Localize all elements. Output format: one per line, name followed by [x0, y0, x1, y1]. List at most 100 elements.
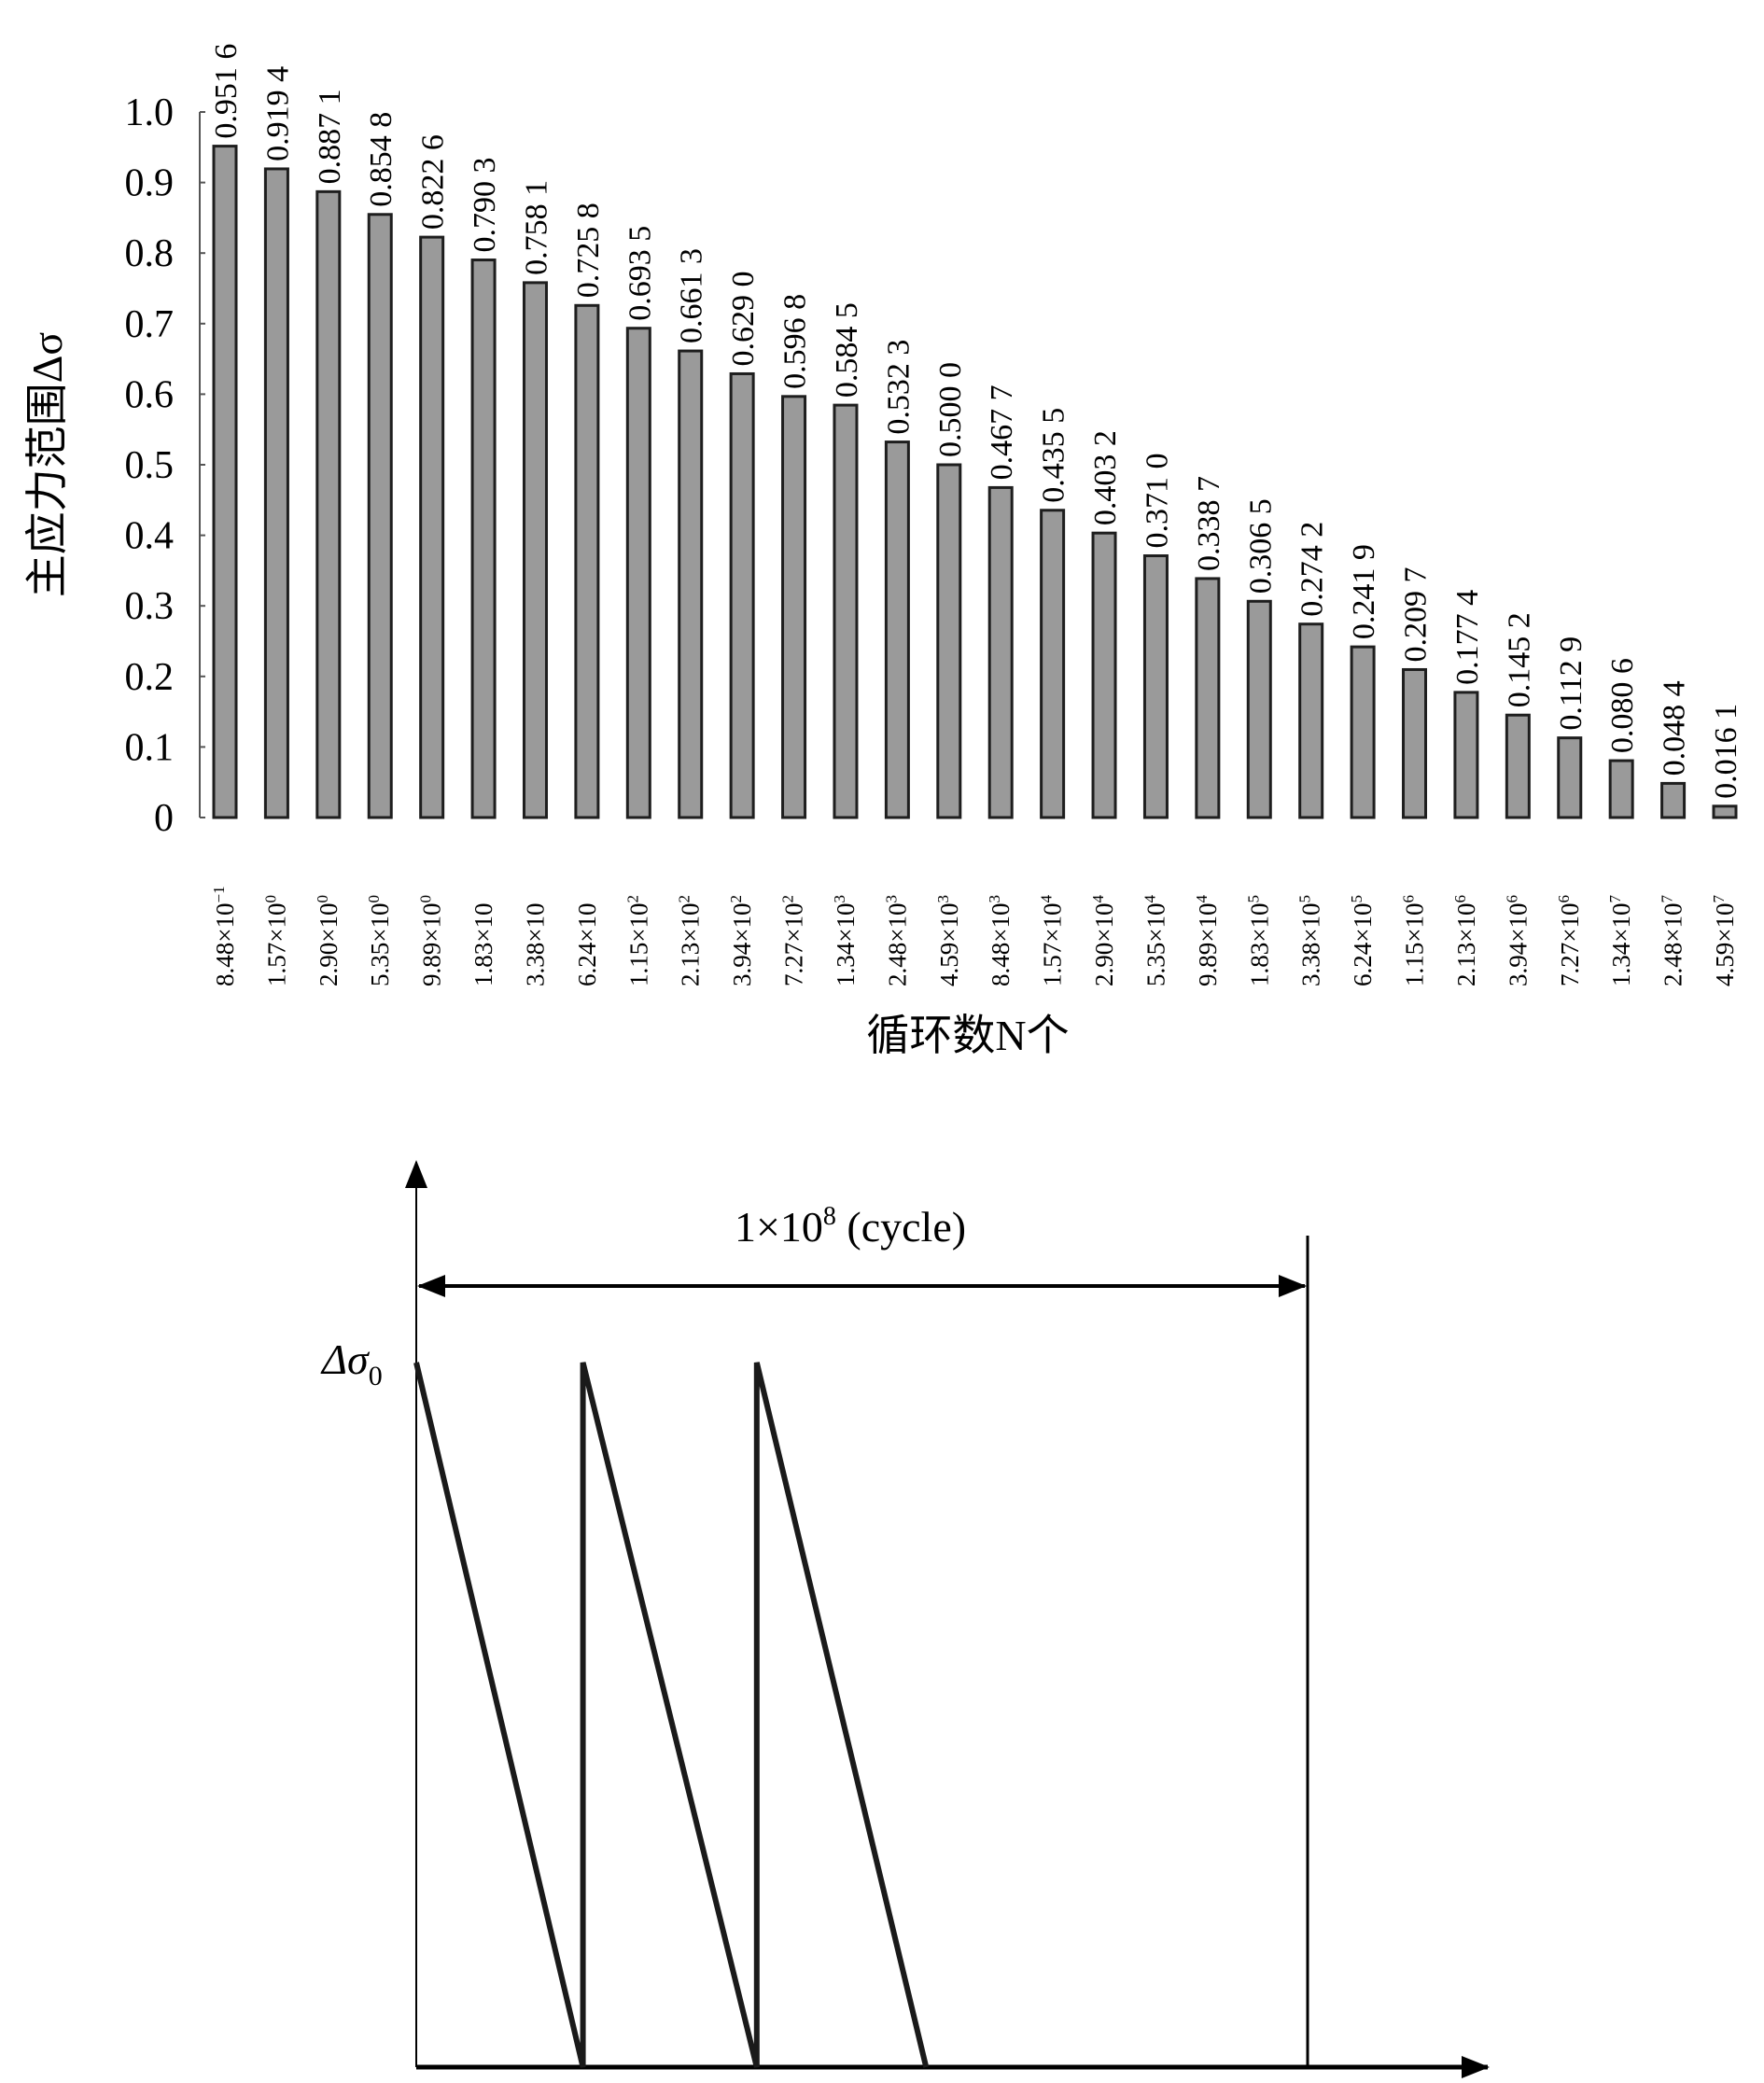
bar-value-label: 0.725 8 — [571, 203, 606, 298]
x-tick-label: 2.13×106 — [1451, 895, 1480, 986]
x-tick-label: 6.24×10 — [573, 903, 601, 986]
y-tick-label: 0.5 — [125, 444, 175, 487]
bar-value-label: 0.790 3 — [468, 158, 502, 253]
bar — [678, 349, 704, 819]
x-tick-label: 7.27×102 — [779, 895, 808, 986]
x-tick-label: 4.59×107 — [1710, 895, 1739, 986]
bar — [1453, 691, 1479, 819]
x-tick-label: 3.38×105 — [1296, 895, 1325, 986]
y-tick-label: 1.0 — [125, 91, 175, 134]
bar-value-label: 0.371 0 — [1140, 454, 1174, 549]
y-tick-label: 0.1 — [125, 726, 175, 769]
y-tick-label: 0.7 — [125, 303, 175, 346]
bar — [1195, 577, 1221, 819]
bar — [470, 259, 497, 819]
x-tick-label: 1.57×100 — [261, 895, 290, 986]
bar — [1298, 622, 1324, 819]
x-tick-label: 9.89×104 — [1193, 895, 1222, 986]
bar — [1557, 736, 1583, 819]
bar-value-label: 0.048 4 — [1658, 680, 1692, 776]
y-axis-title: 主应力范围Δσ — [23, 332, 71, 598]
bar — [987, 485, 1014, 819]
x-axis-title: 循环数N个 — [866, 1012, 1069, 1059]
bar-value-label: 0.822 6 — [416, 134, 451, 230]
bar — [522, 281, 548, 819]
y-tick-label: 0.6 — [125, 373, 175, 416]
bar-value-label: 0.177 4 — [1450, 590, 1485, 685]
y-tick-label: 0 — [154, 797, 174, 840]
bar — [884, 440, 910, 819]
bar — [1246, 599, 1272, 819]
bar-value-label: 0.584 5 — [830, 302, 864, 398]
bar — [1350, 645, 1376, 819]
bar-value-label: 0.919 4 — [260, 66, 295, 161]
bar — [1091, 531, 1117, 819]
bar — [263, 167, 289, 819]
bar — [1505, 713, 1531, 819]
bar-value-label: 0.629 0 — [726, 271, 761, 366]
x-tick-label: 1.83×105 — [1244, 895, 1273, 986]
bar-chart: 0 0.1 0.2 0.3 0.4 0.5 0.6 0.7 0.8 0.9 1.0 0.951 6 0… — [23, 44, 1743, 1059]
x-tick-label: 5.35×100 — [365, 895, 394, 986]
x-tick-label: 8.48×10−1 — [210, 886, 239, 986]
x-tick-label: 1.57×104 — [1038, 895, 1067, 986]
bar — [367, 213, 393, 819]
bar-value-label: 0.951 6 — [209, 44, 244, 139]
bar-value-label: 0.435 5 — [1037, 408, 1071, 503]
x-tick-label: 3.38×10 — [521, 903, 549, 986]
bar-value-label: 0.854 8 — [364, 112, 399, 207]
x-tick-label: 5.35×104 — [1141, 895, 1169, 986]
bar-value-label: 0.596 8 — [778, 294, 813, 389]
x-tick-label: 8.48×103 — [986, 895, 1015, 986]
bar — [1040, 509, 1066, 819]
stress-level-label: Δσ0 — [320, 1335, 383, 1391]
x-tick-label: 1.34×103 — [831, 895, 860, 986]
bar-value-label: 0.500 0 — [933, 362, 968, 457]
x-tick-label: 3.94×102 — [727, 895, 756, 986]
y-tick-label: 0.8 — [125, 232, 175, 275]
bar-value-label: 0.112 9 — [1554, 636, 1589, 731]
sawtooth-diagram: 1×108 (cycle) Δσ0 — [320, 1160, 1490, 2078]
x-tick-label: 2.48×107 — [1659, 895, 1687, 986]
span-label: 1×108 (cycle) — [735, 1202, 966, 1251]
bar — [729, 371, 755, 819]
bar — [1660, 781, 1687, 819]
bar-value-label: 0.209 7 — [1399, 566, 1434, 662]
bar-value-label: 0.080 6 — [1605, 658, 1640, 753]
x-tick-label: 1.15×106 — [1400, 895, 1429, 986]
bar — [936, 463, 962, 819]
bar — [1402, 667, 1428, 819]
bar-value-label: 0.016 1 — [1709, 704, 1743, 799]
y-tick-label: 0.4 — [125, 515, 175, 558]
bar — [419, 235, 445, 819]
x-tick-label: 6.24×105 — [1348, 895, 1377, 986]
bar — [1142, 554, 1169, 819]
y-tick-label: 0.9 — [125, 162, 175, 205]
bar-value-label: 0.758 1 — [519, 180, 553, 275]
y-tick-label: 0.2 — [125, 656, 175, 699]
x-tick-label: 2.13×102 — [676, 895, 705, 986]
bar-value-label: 0.467 7 — [985, 384, 1019, 480]
x-tick-label: 1.83×10 — [469, 903, 497, 986]
bar — [574, 303, 600, 819]
bar-value-label: 0.274 2 — [1295, 522, 1330, 617]
bar-value-label: 0.403 2 — [1088, 430, 1123, 525]
bar — [212, 145, 238, 819]
bar — [625, 327, 651, 819]
bar-value-label: 0.306 5 — [1243, 498, 1278, 594]
y-tick-label: 0.3 — [125, 585, 175, 628]
x-tick-label: 4.59×103 — [934, 895, 963, 986]
x-tick-label: 2.90×104 — [1089, 895, 1118, 986]
bar — [1608, 759, 1634, 819]
bar-value-label: 0.887 1 — [313, 89, 347, 184]
x-tick-label: 2.90×100 — [314, 895, 343, 986]
x-tick-label: 9.89×100 — [417, 895, 446, 986]
sawtooth-series-line — [413, 1362, 930, 2068]
bar-value-label: 0.241 9 — [1347, 544, 1381, 639]
bar-value-label: 0.661 3 — [675, 248, 709, 343]
bar-value-label: 0.693 5 — [623, 226, 657, 321]
bar-value-label: 0.338 7 — [1192, 476, 1226, 571]
x-tick-label: 2.48×103 — [882, 895, 911, 986]
bar — [781, 395, 807, 819]
